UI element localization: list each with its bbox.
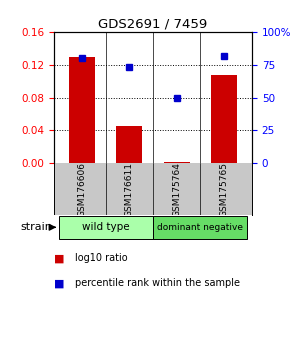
Text: GSM175764: GSM175764: [172, 162, 181, 217]
Text: ■: ■: [54, 278, 64, 288]
Text: GSM175765: GSM175765: [219, 161, 228, 217]
Text: ■: ■: [54, 253, 64, 263]
Bar: [153, 216, 247, 239]
Text: wild type: wild type: [82, 222, 130, 232]
Text: strain: strain: [21, 222, 52, 232]
Text: GSM176611: GSM176611: [125, 161, 134, 217]
Bar: [164, 162, 190, 163]
Bar: [211, 75, 237, 163]
Text: percentile rank within the sample: percentile rank within the sample: [75, 278, 240, 288]
Bar: [116, 126, 142, 163]
Bar: [69, 57, 95, 163]
Text: dominant negative: dominant negative: [157, 223, 243, 232]
Text: log10 ratio: log10 ratio: [75, 253, 128, 263]
Bar: [59, 216, 153, 239]
Title: GDS2691 / 7459: GDS2691 / 7459: [98, 18, 208, 31]
Text: GSM176606: GSM176606: [78, 161, 87, 217]
